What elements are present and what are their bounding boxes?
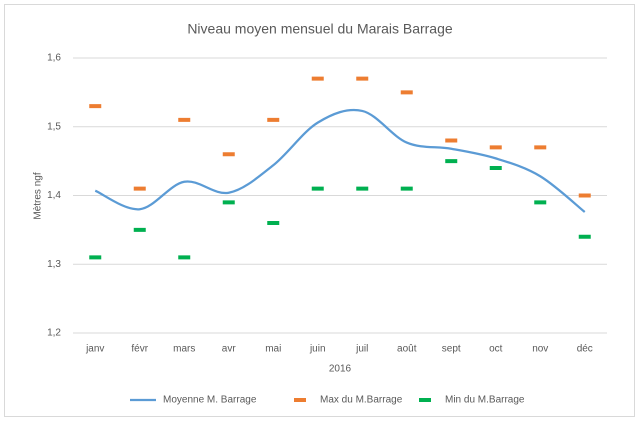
legend-label: Min du M.Barrage — [445, 395, 525, 406]
y-tick-label: 1,3 — [47, 259, 61, 270]
dash-marker — [89, 255, 102, 260]
chart-title: Niveau moyen mensuel du Marais Barrage — [187, 21, 453, 37]
y-tick-label: 1,5 — [47, 121, 61, 132]
dash-marker — [133, 186, 146, 191]
dash-marker — [534, 200, 547, 205]
legend-swatch — [419, 398, 431, 402]
x-tick-label: avr — [222, 344, 237, 355]
dash-marker — [222, 200, 235, 205]
x-tick-label: févr — [131, 344, 148, 355]
x-tick-label: mai — [265, 344, 281, 355]
x-tick-label: déc — [577, 344, 593, 355]
x-tick-label: oct — [489, 344, 503, 355]
dash-marker — [534, 145, 547, 150]
x-tick-label: mars — [173, 344, 195, 355]
x-tick-label: nov — [532, 344, 548, 355]
dash-marker — [489, 145, 502, 150]
chart-frame — [4, 4, 635, 417]
dash-marker — [311, 186, 324, 191]
x-tick-label: janv — [85, 344, 104, 355]
legend-label: Moyenne M. Barrage — [163, 395, 257, 406]
x-axis-title: 2016 — [329, 364, 352, 375]
dash-marker — [267, 117, 280, 122]
dash-marker — [133, 227, 146, 232]
dash-marker — [311, 76, 324, 81]
dash-marker — [489, 166, 502, 170]
dash-marker — [89, 104, 102, 109]
dash-marker — [356, 76, 369, 81]
y-tick-label: 1,6 — [47, 53, 61, 64]
x-tick-label: juil — [355, 344, 368, 355]
legend-label: Max du M.Barrage — [320, 395, 403, 406]
dash-marker — [445, 159, 458, 164]
y-tick-label: 1,2 — [47, 328, 61, 339]
legend-swatch — [294, 398, 306, 402]
x-tick-label: août — [397, 344, 417, 355]
dash-marker — [267, 221, 280, 225]
x-tick-label: sept — [442, 344, 461, 355]
series-line — [94, 108, 586, 213]
dash-marker — [400, 90, 413, 95]
y-tick-label: 1,4 — [47, 190, 61, 201]
dash-marker — [445, 138, 458, 143]
dash-marker — [578, 234, 591, 239]
dash-marker — [222, 152, 235, 157]
dash-marker — [578, 193, 591, 198]
y-axis-title: Mètres ngf — [33, 172, 44, 219]
dash-marker — [178, 117, 191, 122]
dash-marker — [178, 255, 191, 260]
dash-marker — [400, 186, 413, 191]
dash-marker — [356, 186, 369, 191]
x-tick-label: juin — [309, 344, 326, 355]
